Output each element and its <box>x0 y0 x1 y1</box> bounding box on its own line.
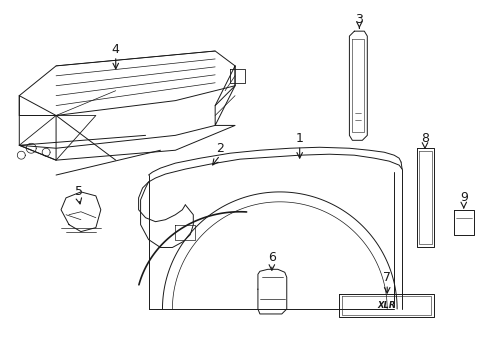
Text: 9: 9 <box>459 192 467 204</box>
Text: 7: 7 <box>383 271 390 284</box>
Text: 8: 8 <box>420 132 428 145</box>
Text: 1: 1 <box>295 132 303 145</box>
Text: 4: 4 <box>112 42 120 55</box>
Text: 2: 2 <box>216 142 224 155</box>
Text: 3: 3 <box>355 13 363 26</box>
Text: XLR: XLR <box>377 301 395 310</box>
Text: 6: 6 <box>267 251 275 264</box>
Text: 5: 5 <box>75 185 83 198</box>
